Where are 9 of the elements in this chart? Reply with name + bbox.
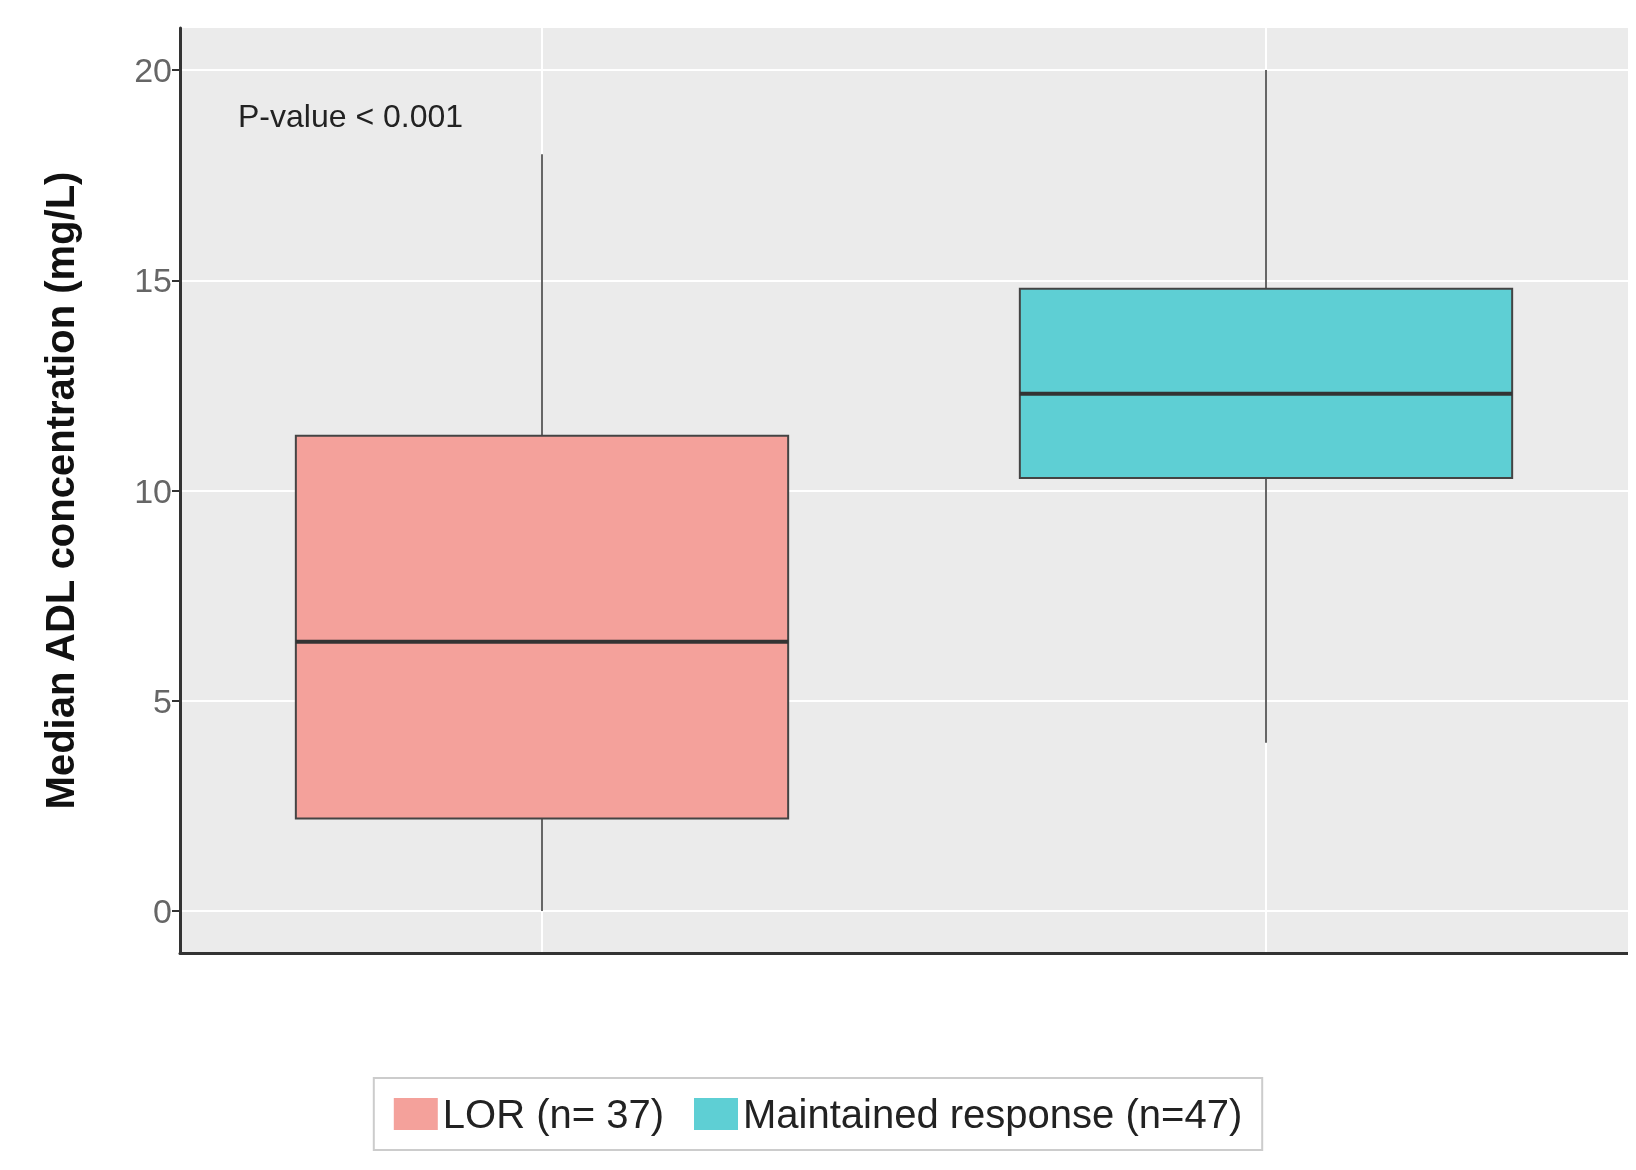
y-axis-title: Median ADL concentration (mg/L) (38, 171, 82, 810)
y-tick-label: 0 (153, 891, 172, 930)
y-tick-label: 5 (153, 681, 172, 720)
y-tick-label: 15 (134, 261, 172, 300)
y-tick-label: 20 (134, 51, 172, 90)
legend-label: Maintained response (n=47) (743, 1092, 1243, 1136)
y-tick-label: 10 (134, 471, 172, 510)
annotation: P-value < 0.001 (238, 98, 464, 134)
legend-label: LOR (n= 37) (442, 1092, 665, 1136)
